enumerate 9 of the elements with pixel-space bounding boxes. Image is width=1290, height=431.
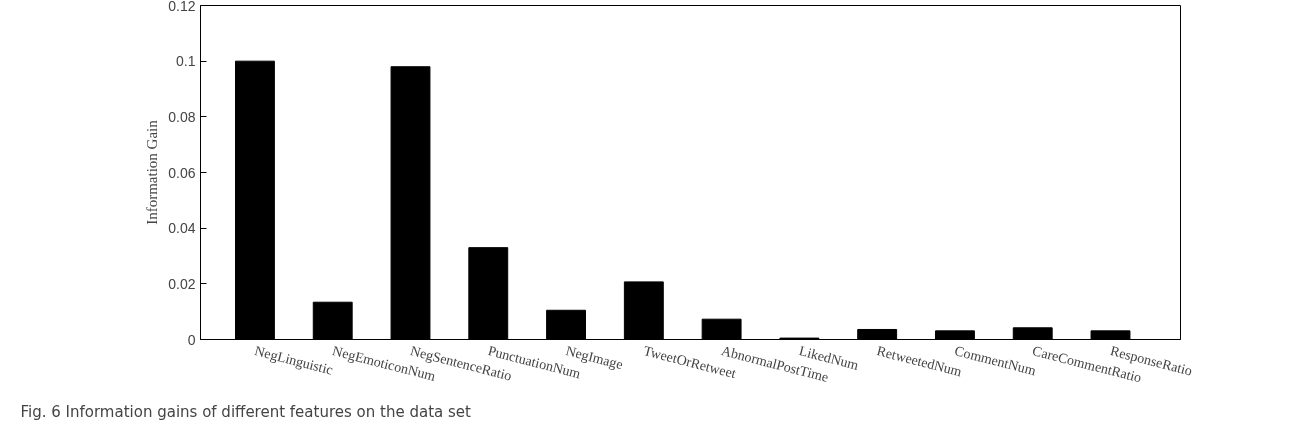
y-tick-label: 0.12 — [168, 0, 196, 14]
y-tick-label: 0.06 — [168, 164, 196, 181]
y-tick-label: 0.04 — [168, 220, 196, 237]
y-axis-title: Information Gain — [144, 119, 161, 225]
y-tick-label: 0.02 — [168, 275, 196, 292]
y-tick-label: 0.1 — [176, 53, 196, 70]
y-tick-label: 0.08 — [168, 108, 196, 125]
caption: Fig. 6 Information gains of different features on the data set — [20, 402, 472, 421]
y-tick-label: 0 — [187, 331, 196, 348]
